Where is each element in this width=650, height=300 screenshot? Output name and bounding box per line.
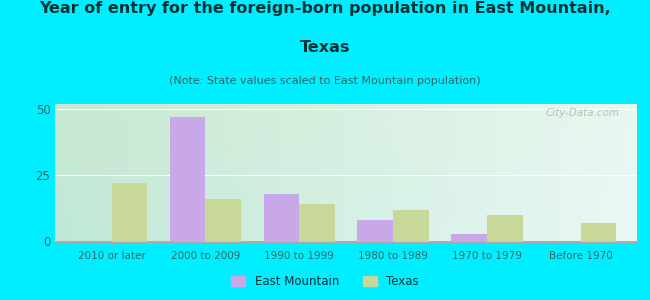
Bar <box>299 204 335 242</box>
Legend: East Mountain, Texas: East Mountain, Texas <box>226 270 424 292</box>
Bar <box>487 215 523 242</box>
Bar <box>358 220 393 242</box>
Bar <box>263 194 299 242</box>
Text: Texas: Texas <box>300 40 350 56</box>
Bar <box>205 199 241 242</box>
Bar <box>451 233 487 242</box>
Bar <box>170 117 205 242</box>
Text: City-Data.com: City-Data.com <box>545 108 619 118</box>
Bar <box>393 210 429 242</box>
Text: Year of entry for the foreign-born population in East Mountain,: Year of entry for the foreign-born popul… <box>39 2 611 16</box>
Text: (Note: State values scaled to East Mountain population): (Note: State values scaled to East Mount… <box>169 76 481 86</box>
Bar <box>112 183 147 242</box>
Bar <box>580 223 616 242</box>
